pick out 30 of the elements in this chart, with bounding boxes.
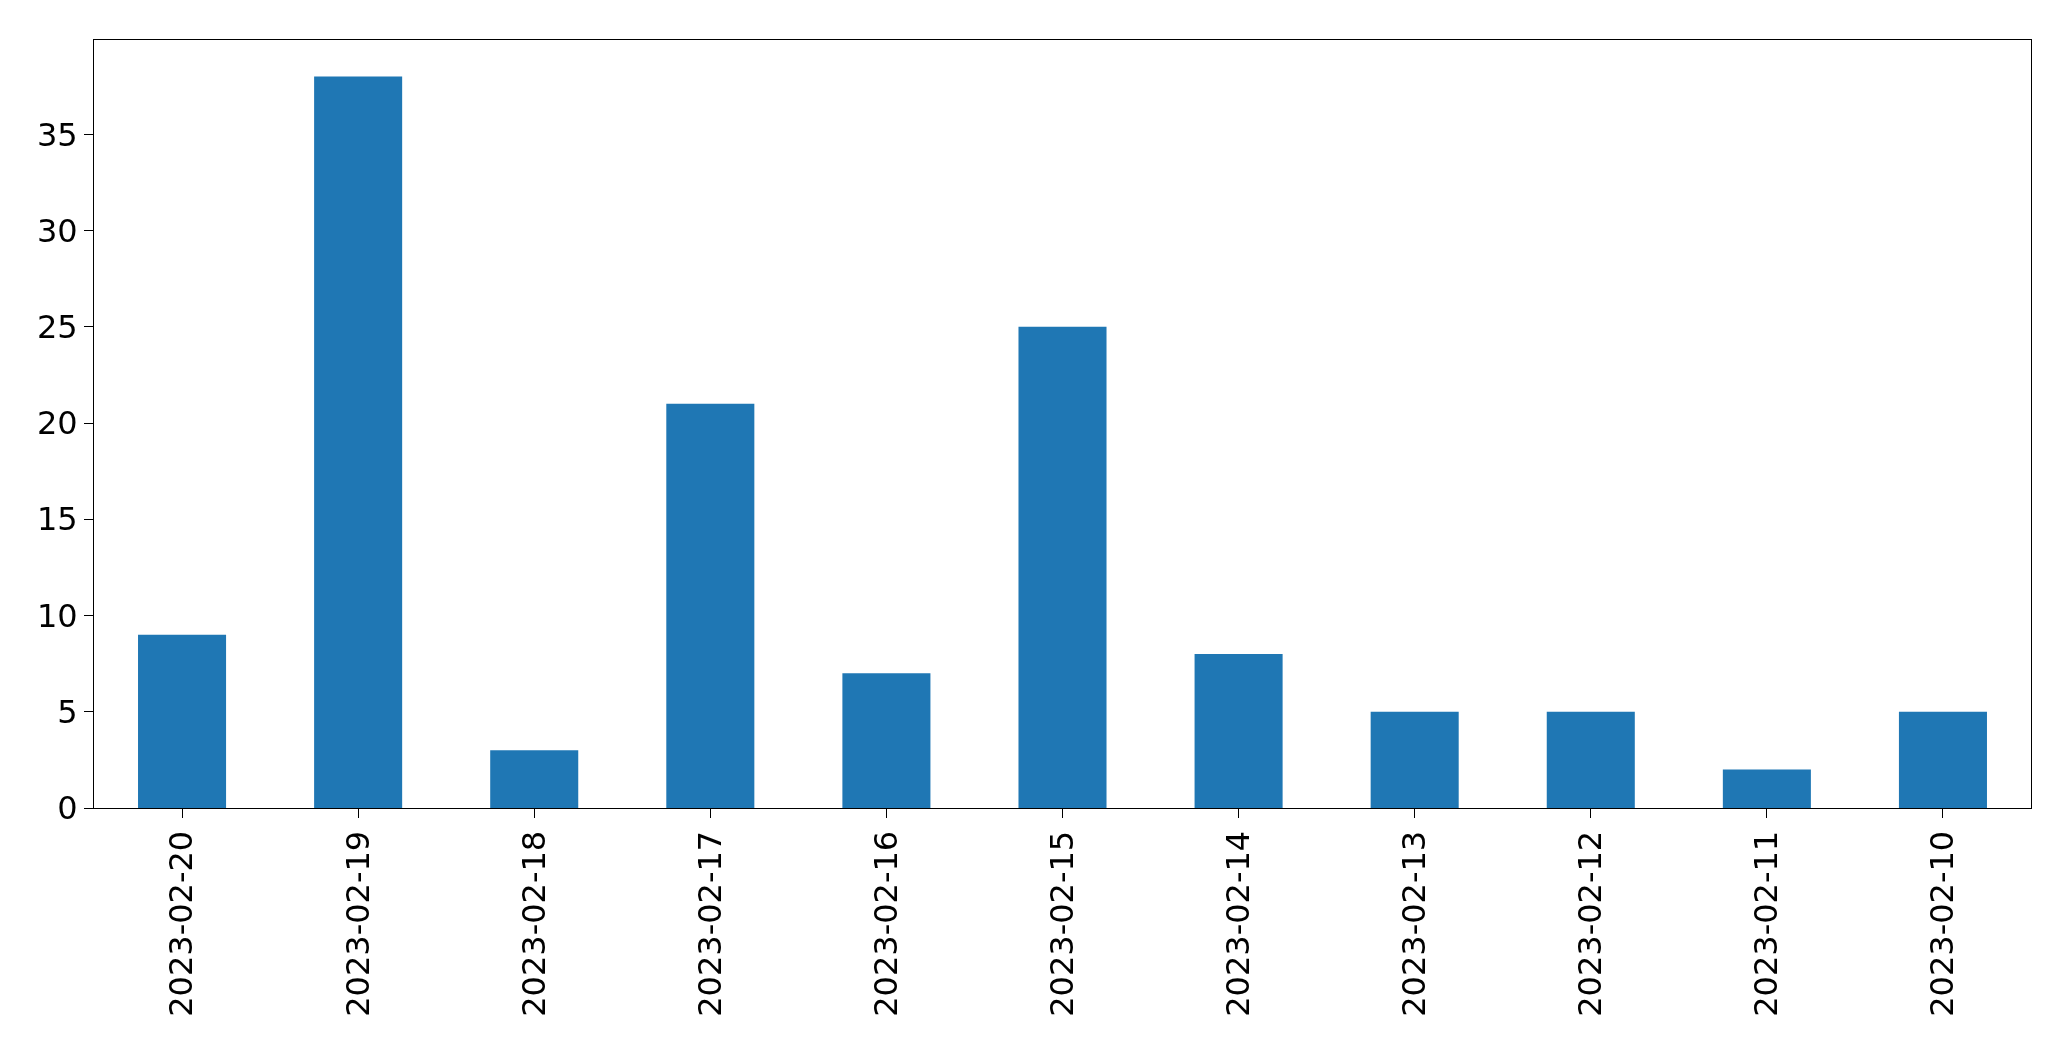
- bar: [1018, 326, 1107, 808]
- y-tick-label: 30: [36, 211, 78, 250]
- x-tick-label: 2023-02-17: [690, 830, 729, 1017]
- x-tick-label: 2023-02-12: [1571, 830, 1610, 1017]
- bar: [138, 634, 227, 808]
- bar: [490, 750, 579, 808]
- y-tick-label: 35: [36, 115, 78, 154]
- bar: [842, 673, 931, 808]
- bar: [1546, 711, 1635, 808]
- x-tick-label: 2023-02-11: [1747, 830, 1786, 1017]
- y-tick-label: 5: [57, 692, 78, 731]
- x-tick-label: 2023-02-13: [1395, 830, 1434, 1017]
- bar: [666, 403, 755, 808]
- y-tick-label: 10: [36, 596, 78, 635]
- x-tick-label: 2023-02-18: [514, 830, 553, 1017]
- bar: [1370, 711, 1459, 808]
- y-tick-label: 0: [57, 789, 78, 828]
- x-tick-label: 2023-02-14: [1218, 830, 1257, 1017]
- x-tick-label: 2023-02-19: [338, 830, 377, 1017]
- bar: [314, 76, 403, 808]
- x-tick-label: 2023-02-15: [1042, 830, 1081, 1017]
- x-tick-label: 2023-02-10: [1923, 830, 1962, 1017]
- bar: [1722, 769, 1811, 808]
- y-tick-label: 25: [36, 308, 78, 346]
- bar: [1194, 654, 1283, 808]
- bar: [1898, 711, 1987, 808]
- y-tick-label: 20: [36, 404, 78, 443]
- x-tick-label: 2023-02-20: [162, 830, 201, 1017]
- x-tick-label: 2023-02-16: [866, 830, 905, 1017]
- y-tick-label: 15: [36, 500, 78, 539]
